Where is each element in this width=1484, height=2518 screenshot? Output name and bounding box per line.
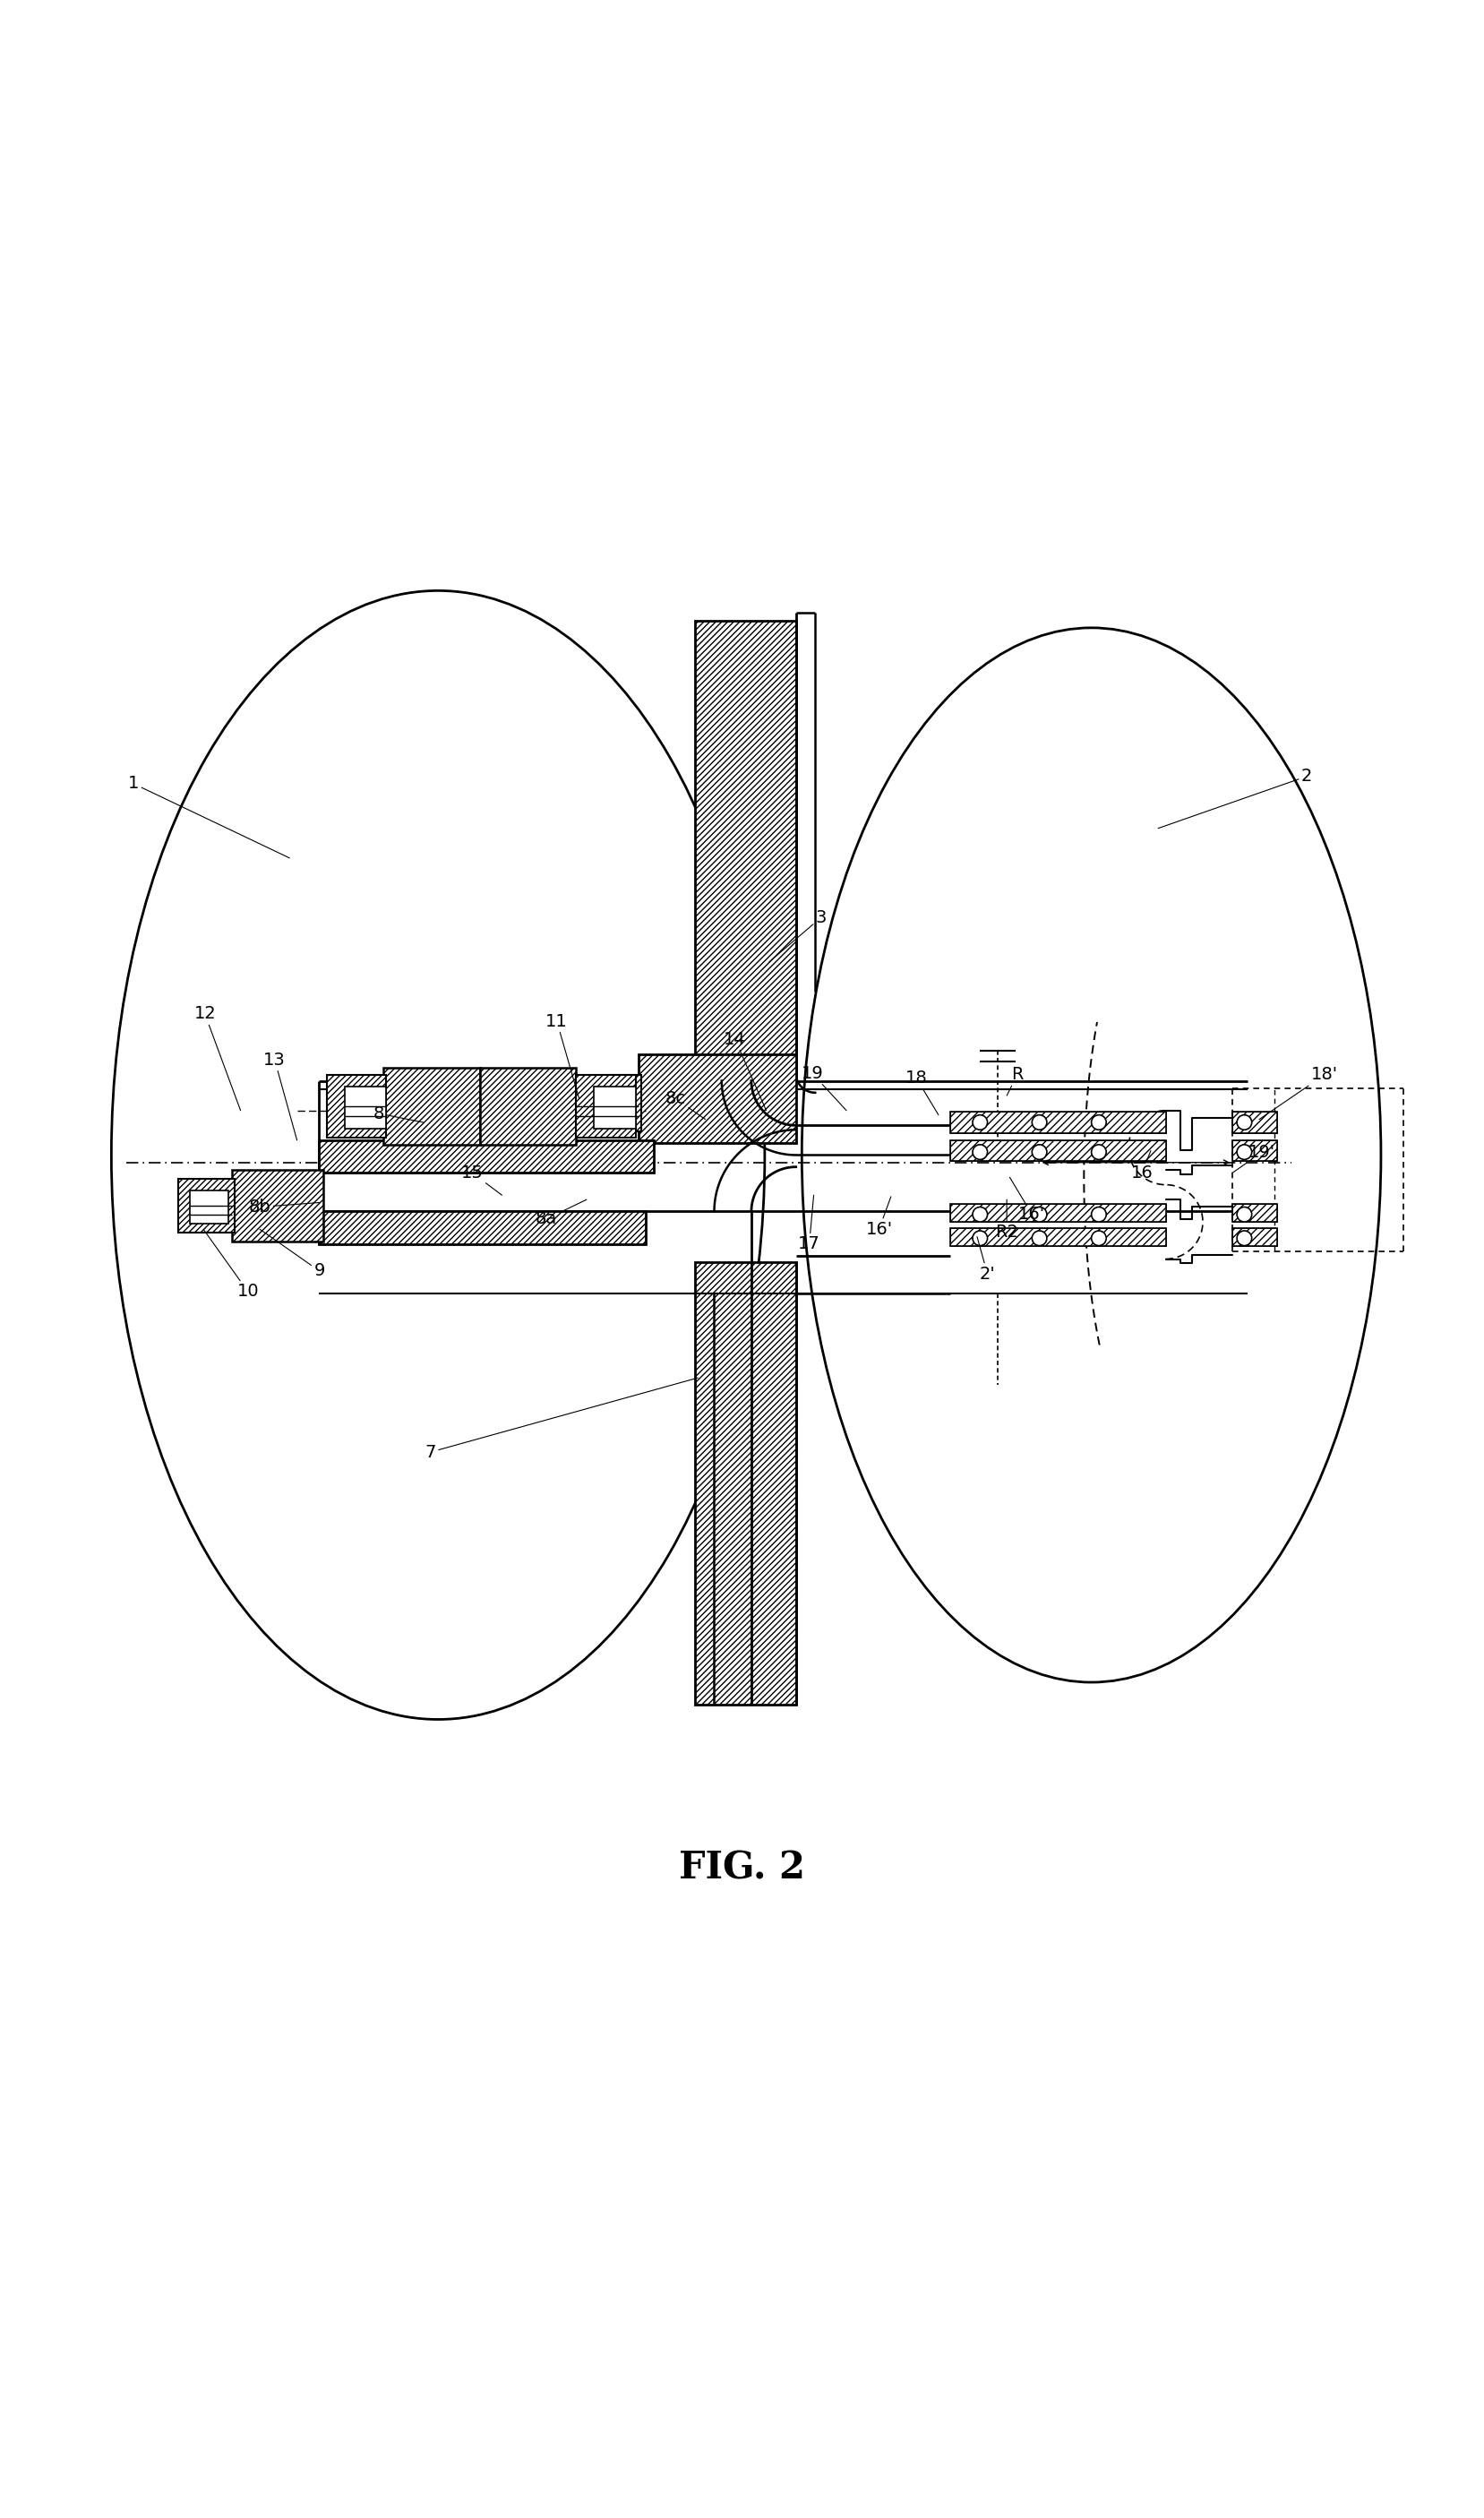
Bar [646, 1083, 794, 1143]
Text: 2': 2' [976, 1236, 994, 1282]
Bar [695, 619, 795, 1080]
Bar [695, 619, 795, 1080]
Text: FIG. 2: FIG. 2 [678, 1848, 806, 1886]
Bar [1232, 1229, 1276, 1246]
Bar [1232, 1204, 1276, 1221]
Circle shape [972, 1146, 987, 1158]
Circle shape [972, 1231, 987, 1246]
Bar [383, 1068, 479, 1146]
Bar [1232, 1204, 1276, 1221]
Text: 8b: 8b [249, 1199, 319, 1216]
Bar [383, 1068, 479, 1146]
Bar [178, 1178, 234, 1231]
Circle shape [972, 1115, 987, 1131]
Bar [594, 1088, 635, 1128]
Bar [579, 1088, 611, 1121]
Text: 17: 17 [798, 1196, 819, 1251]
Bar [344, 1088, 386, 1128]
Bar [1232, 1113, 1276, 1133]
Text: 2: 2 [1158, 768, 1312, 828]
Bar [646, 1083, 794, 1143]
Bar [1232, 1113, 1276, 1133]
Ellipse shape [111, 592, 764, 1720]
Bar [576, 1075, 635, 1138]
Bar [950, 1204, 1165, 1221]
Bar [479, 1068, 576, 1146]
Text: R: R [1006, 1065, 1022, 1095]
Bar [950, 1141, 1165, 1161]
Text: 10: 10 [203, 1229, 258, 1299]
Text: 8: 8 [372, 1105, 423, 1123]
Bar [326, 1075, 386, 1138]
Bar [608, 1075, 641, 1131]
Bar [638, 1055, 795, 1143]
Bar [232, 1171, 324, 1241]
Bar [950, 1229, 1165, 1246]
Bar [1232, 1141, 1276, 1161]
Circle shape [1031, 1206, 1046, 1221]
Bar [319, 1141, 653, 1173]
Bar [232, 1171, 324, 1241]
Text: 16': 16' [1009, 1178, 1045, 1224]
Bar [1232, 1229, 1276, 1246]
Bar [326, 1075, 386, 1138]
Text: 3: 3 [769, 909, 827, 962]
Bar [695, 1262, 795, 1705]
Circle shape [1236, 1146, 1251, 1158]
Bar [638, 1055, 795, 1143]
Circle shape [1091, 1231, 1106, 1246]
Circle shape [972, 1206, 987, 1221]
Text: 18: 18 [905, 1070, 938, 1115]
Circle shape [1236, 1206, 1251, 1221]
Text: 8a: 8a [536, 1199, 586, 1226]
Bar [190, 1191, 229, 1224]
Bar [608, 1075, 641, 1131]
Circle shape [1031, 1115, 1046, 1131]
Bar [319, 1141, 653, 1173]
Bar [695, 1262, 795, 1705]
Text: 16': 16' [865, 1196, 892, 1239]
Text: 19': 19' [1232, 1143, 1275, 1173]
Text: 8c: 8c [665, 1090, 705, 1121]
Circle shape [1091, 1115, 1106, 1131]
Circle shape [1091, 1146, 1106, 1158]
Bar [1232, 1141, 1276, 1161]
Text: 18': 18' [1258, 1065, 1337, 1121]
Bar [479, 1068, 576, 1146]
Text: 1: 1 [128, 776, 289, 859]
Bar [178, 1178, 234, 1231]
Circle shape [1091, 1206, 1106, 1221]
Text: R2: R2 [994, 1199, 1018, 1241]
Bar [950, 1141, 1165, 1161]
Bar [950, 1204, 1165, 1221]
Circle shape [1236, 1231, 1251, 1246]
Bar [950, 1113, 1165, 1133]
Circle shape [1031, 1146, 1046, 1158]
Circle shape [1031, 1231, 1046, 1246]
Text: 12: 12 [194, 1005, 240, 1110]
Circle shape [1236, 1115, 1251, 1131]
Bar [319, 1211, 646, 1244]
Bar [950, 1229, 1165, 1246]
Bar [319, 1211, 646, 1244]
Text: 19: 19 [801, 1065, 846, 1110]
Text: 15: 15 [460, 1163, 502, 1196]
Text: 11: 11 [546, 1012, 579, 1098]
Text: 13: 13 [264, 1053, 297, 1141]
Ellipse shape [801, 627, 1380, 1682]
Bar [579, 1088, 611, 1121]
Text: 7: 7 [424, 1377, 697, 1460]
Text: 14: 14 [724, 1030, 766, 1110]
Bar [576, 1075, 635, 1138]
Text: 16: 16 [1131, 1151, 1152, 1181]
Bar [950, 1113, 1165, 1133]
Text: 9: 9 [260, 1229, 325, 1279]
